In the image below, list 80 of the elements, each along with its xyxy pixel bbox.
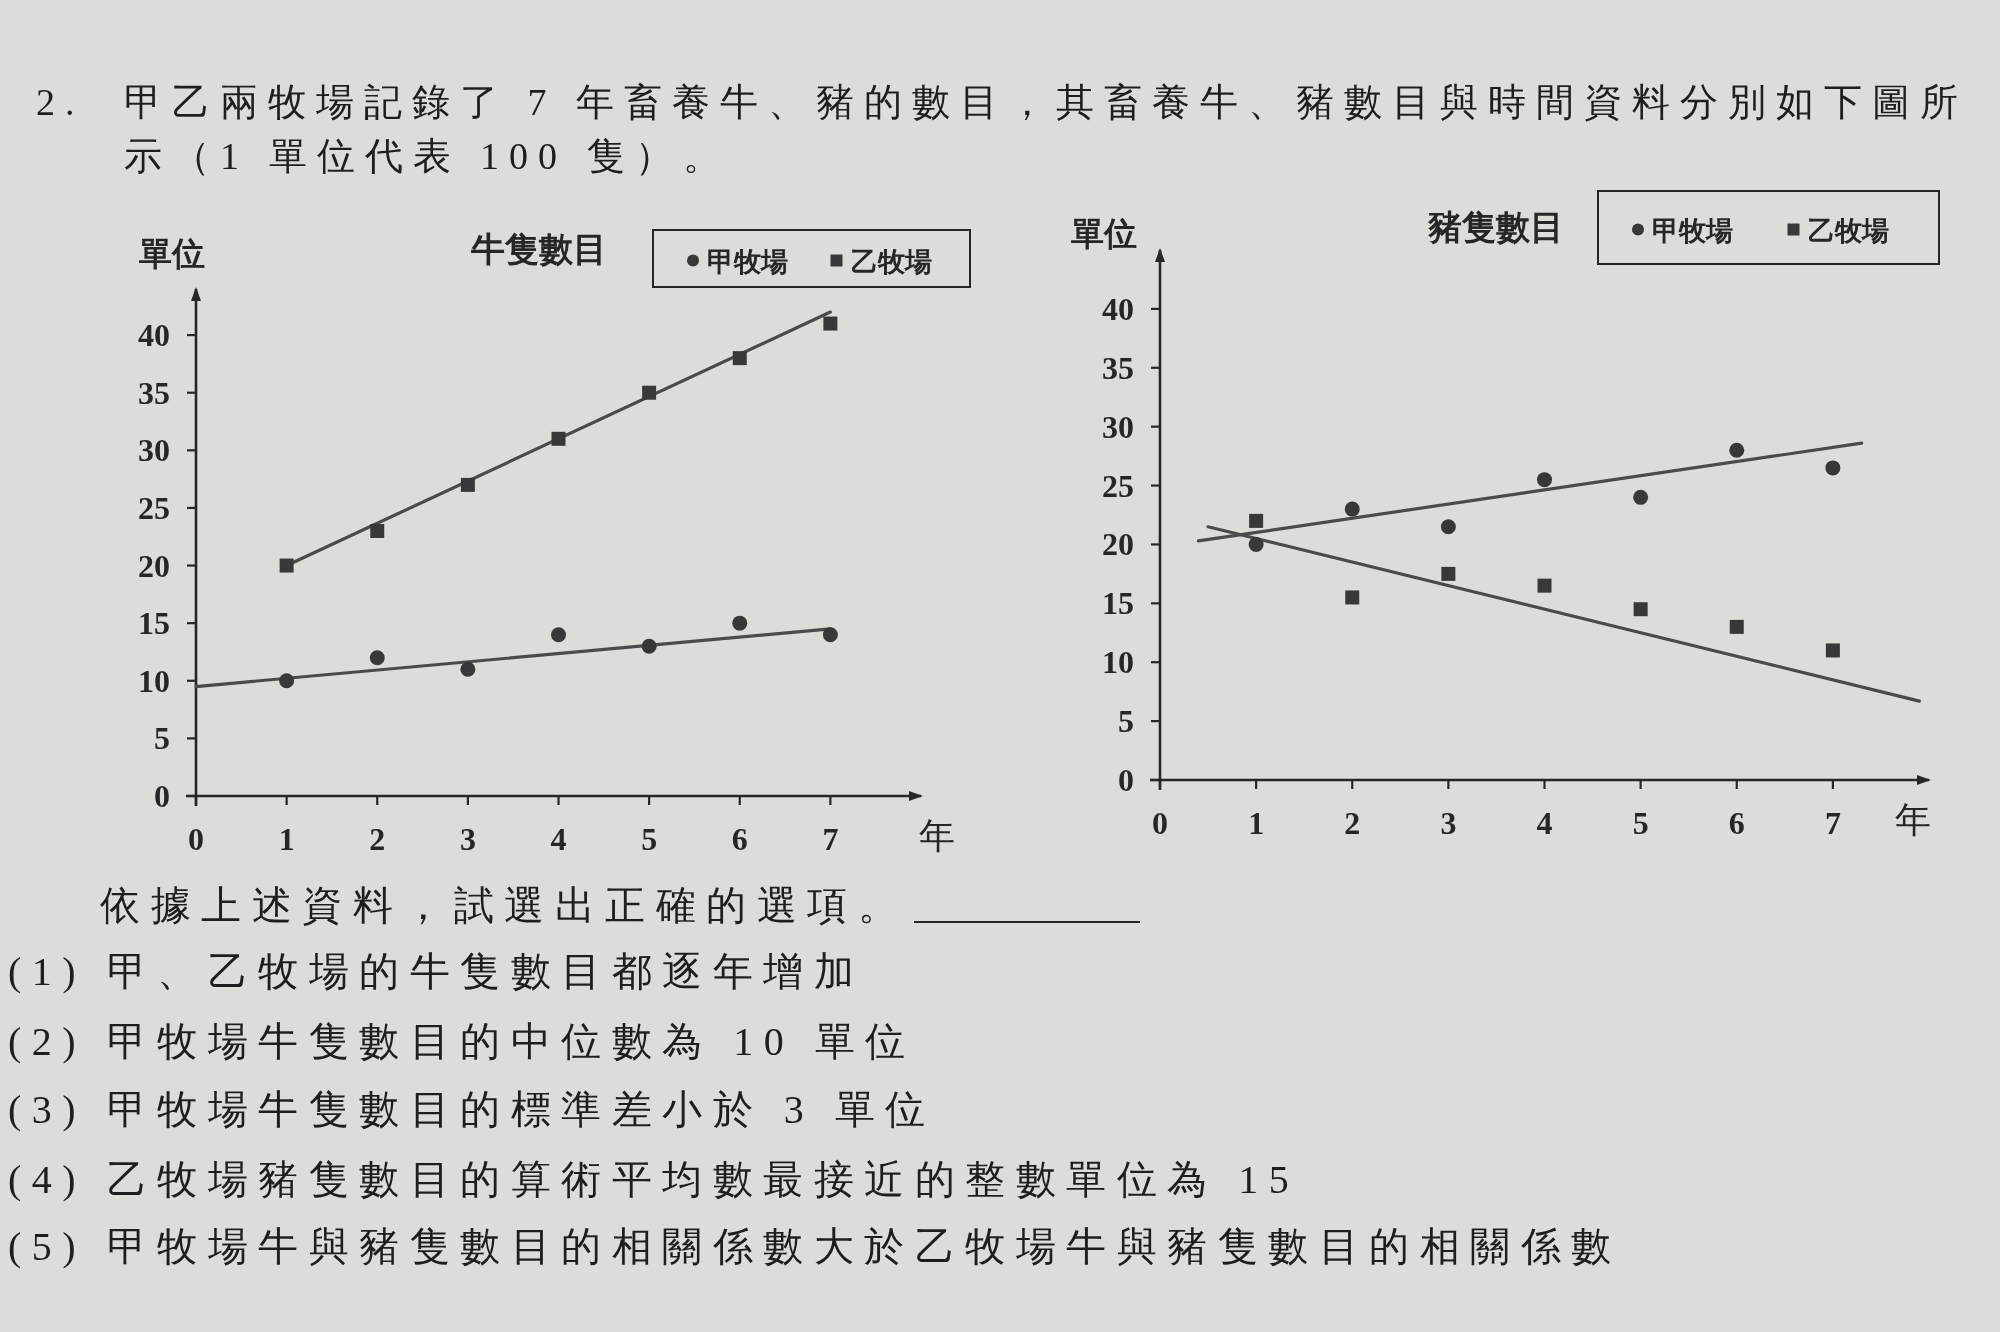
y-tick-label: 40 bbox=[138, 317, 170, 354]
y-tick-label: 15 bbox=[138, 605, 170, 642]
point bbox=[1729, 619, 1744, 634]
x-axis-title: 年 bbox=[919, 816, 955, 856]
y-tick-label: 25 bbox=[1102, 467, 1134, 504]
y-tick-label: 15 bbox=[1102, 585, 1134, 622]
text: (1) 甲、乙牧場的牛隻數目都逐年增加 bbox=[8, 949, 865, 994]
y-tick-label: 5 bbox=[1118, 703, 1134, 740]
text: 依據上述資料，試選出正確的選項。 bbox=[100, 883, 908, 928]
point bbox=[1537, 578, 1552, 593]
point bbox=[1825, 643, 1840, 658]
y-tick-label: 35 bbox=[1102, 349, 1134, 386]
x-tick-label: 7 bbox=[822, 821, 839, 857]
x-tick-label: 2 bbox=[369, 821, 386, 857]
point bbox=[732, 615, 748, 631]
chart-title: 豬隻數目 bbox=[1427, 208, 1564, 246]
point bbox=[1537, 472, 1552, 488]
point bbox=[551, 627, 566, 643]
point bbox=[823, 316, 838, 331]
x-tick-label: 0 bbox=[1152, 805, 1168, 841]
point bbox=[460, 661, 476, 677]
point bbox=[1440, 519, 1456, 535]
point bbox=[1729, 442, 1745, 458]
x-axis-title: 年 bbox=[1895, 800, 1931, 840]
point bbox=[1633, 602, 1648, 617]
x-tick-label: 4 bbox=[550, 821, 567, 857]
text: (4) 乙牧場豬隻數目的算術平均數最接近的整數單位為 15 bbox=[8, 1157, 1300, 1202]
point bbox=[1248, 536, 1264, 552]
y-tick-label: 25 bbox=[138, 489, 170, 526]
y-tick-label: 20 bbox=[1102, 526, 1134, 563]
point bbox=[822, 627, 838, 643]
y-tick-label: 40 bbox=[1102, 290, 1134, 327]
point bbox=[1633, 489, 1649, 505]
x-tick-label: 3 bbox=[1440, 805, 1457, 841]
x-tick-label: 2 bbox=[1344, 805, 1361, 841]
point bbox=[279, 673, 295, 689]
y-tick-label: 35 bbox=[138, 374, 170, 411]
y-tick-label: 10 bbox=[1102, 644, 1134, 681]
legend-label: 乙牧場 bbox=[1807, 215, 1889, 246]
text: (3) 甲牧場牛隻數目的標準差小於 3 單位 bbox=[8, 1087, 936, 1132]
point bbox=[1345, 590, 1360, 605]
point bbox=[551, 431, 566, 446]
x-tick-label: 1 bbox=[1248, 805, 1265, 841]
point bbox=[1344, 501, 1360, 517]
y-tick-label: 0 bbox=[1118, 762, 1134, 798]
y-tick-label: 10 bbox=[138, 662, 170, 699]
y-tick-label: 0 bbox=[154, 778, 170, 814]
point bbox=[369, 650, 385, 666]
y-tick-label: 5 bbox=[154, 720, 170, 757]
text: 2. bbox=[36, 81, 85, 123]
y-axis-title: 單位 bbox=[139, 235, 205, 272]
chart-title: 牛隻數目 bbox=[470, 230, 607, 268]
point bbox=[1441, 566, 1456, 581]
x-tick-label: 6 bbox=[731, 821, 748, 857]
point bbox=[732, 351, 747, 366]
x-tick-label: 1 bbox=[278, 821, 295, 857]
x-tick-label: 5 bbox=[641, 821, 658, 857]
point bbox=[1825, 460, 1841, 476]
x-tick-label: 4 bbox=[1536, 805, 1553, 841]
text: (5) 甲牧場牛與豬隻數目的相關係數大於乙牧場牛與豬隻數目的相關係數 bbox=[8, 1224, 1622, 1269]
point bbox=[1249, 513, 1264, 528]
x-tick-label: 0 bbox=[188, 821, 204, 857]
y-axis-title: 單位 bbox=[1071, 215, 1137, 252]
point bbox=[279, 558, 294, 573]
point bbox=[641, 638, 657, 654]
text: 甲乙兩牧場記錄了 7 年畜養牛、豬的數目，其畜養牛、豬數目與時間資料分別如下圖所示（1 單位代表 100 隻）。 bbox=[124, 81, 1968, 177]
text: (2) 甲牧場牛隻數目的中位數為 10 單位 bbox=[8, 1019, 916, 1064]
legend-label: 甲牧場 bbox=[1652, 215, 1733, 246]
legend-label: 甲牧場 bbox=[707, 246, 788, 277]
x-tick-label: 3 bbox=[459, 821, 476, 857]
x-tick-label: 7 bbox=[1824, 805, 1841, 841]
point bbox=[460, 477, 475, 492]
x-tick-label: 6 bbox=[1728, 805, 1745, 841]
legend-label: 乙牧場 bbox=[850, 246, 932, 277]
point bbox=[642, 385, 657, 400]
x-tick-label: 5 bbox=[1632, 805, 1649, 841]
y-tick-label: 30 bbox=[1102, 408, 1134, 445]
y-tick-label: 20 bbox=[138, 547, 170, 584]
y-tick-label: 30 bbox=[138, 432, 170, 469]
point bbox=[370, 523, 385, 538]
